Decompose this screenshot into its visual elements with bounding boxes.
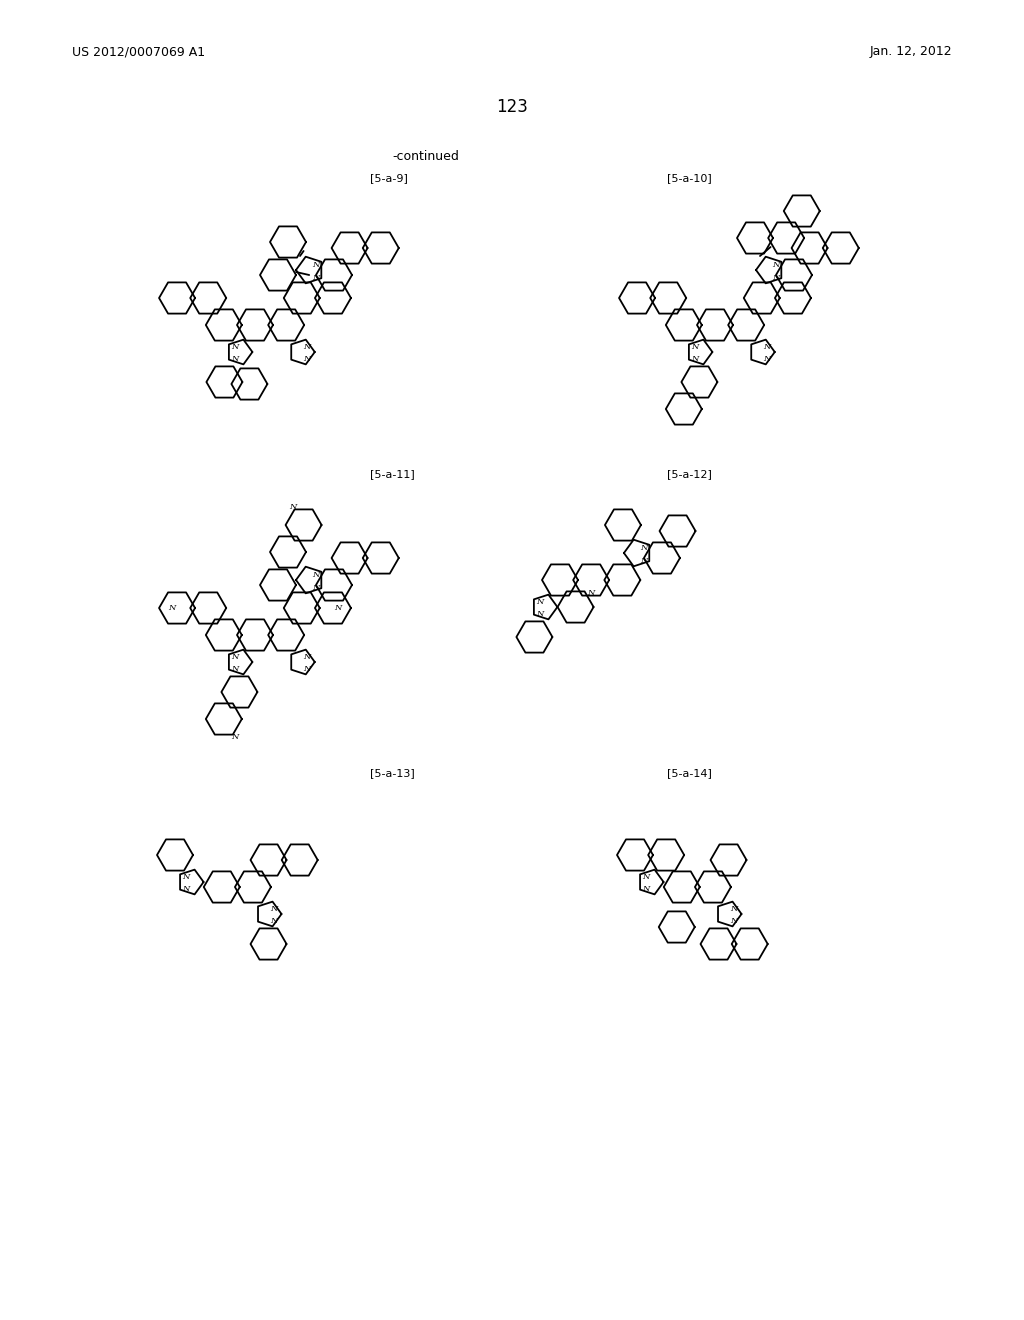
Text: N: N <box>270 917 278 925</box>
Text: N: N <box>230 653 239 661</box>
Text: N: N <box>230 733 239 741</box>
Text: [5-a-12]: [5-a-12] <box>667 469 712 479</box>
Text: N: N <box>772 261 779 269</box>
Text: N: N <box>642 884 649 894</box>
Text: N: N <box>168 605 176 612</box>
Text: N: N <box>730 906 737 913</box>
Text: N: N <box>536 610 543 618</box>
Text: N: N <box>642 873 649 880</box>
Text: [5-a-11]: [5-a-11] <box>370 469 415 479</box>
Text: 123: 123 <box>496 98 528 116</box>
Text: N: N <box>772 275 779 282</box>
Text: [5-a-10]: [5-a-10] <box>667 173 712 183</box>
Text: N: N <box>182 873 189 880</box>
Text: N: N <box>290 503 297 511</box>
Text: N: N <box>230 665 239 673</box>
Text: N: N <box>182 884 189 894</box>
Text: N: N <box>303 665 310 673</box>
Text: N: N <box>334 605 342 612</box>
Text: N: N <box>588 589 595 597</box>
Text: [5-a-13]: [5-a-13] <box>370 768 415 777</box>
Text: N: N <box>303 355 310 363</box>
Text: Jan. 12, 2012: Jan. 12, 2012 <box>869 45 952 58</box>
Text: N: N <box>730 917 737 925</box>
Text: N: N <box>303 343 310 351</box>
Text: N: N <box>691 355 698 363</box>
Text: N: N <box>270 906 278 913</box>
Text: N: N <box>763 355 770 363</box>
Text: -continued: -continued <box>392 150 459 164</box>
Text: N: N <box>536 598 543 606</box>
Text: N: N <box>691 343 698 351</box>
Text: N: N <box>312 572 319 579</box>
Text: N: N <box>230 355 239 363</box>
Text: N: N <box>640 544 647 552</box>
Text: N: N <box>312 261 319 269</box>
Text: N: N <box>312 275 319 282</box>
Text: N: N <box>303 653 310 661</box>
Text: N: N <box>312 583 319 591</box>
Text: [5-a-14]: [5-a-14] <box>667 768 712 777</box>
Text: N: N <box>230 343 239 351</box>
Text: N: N <box>640 557 647 565</box>
Text: US 2012/0007069 A1: US 2012/0007069 A1 <box>72 45 205 58</box>
Text: N: N <box>763 343 770 351</box>
Text: [5-a-9]: [5-a-9] <box>370 173 408 183</box>
